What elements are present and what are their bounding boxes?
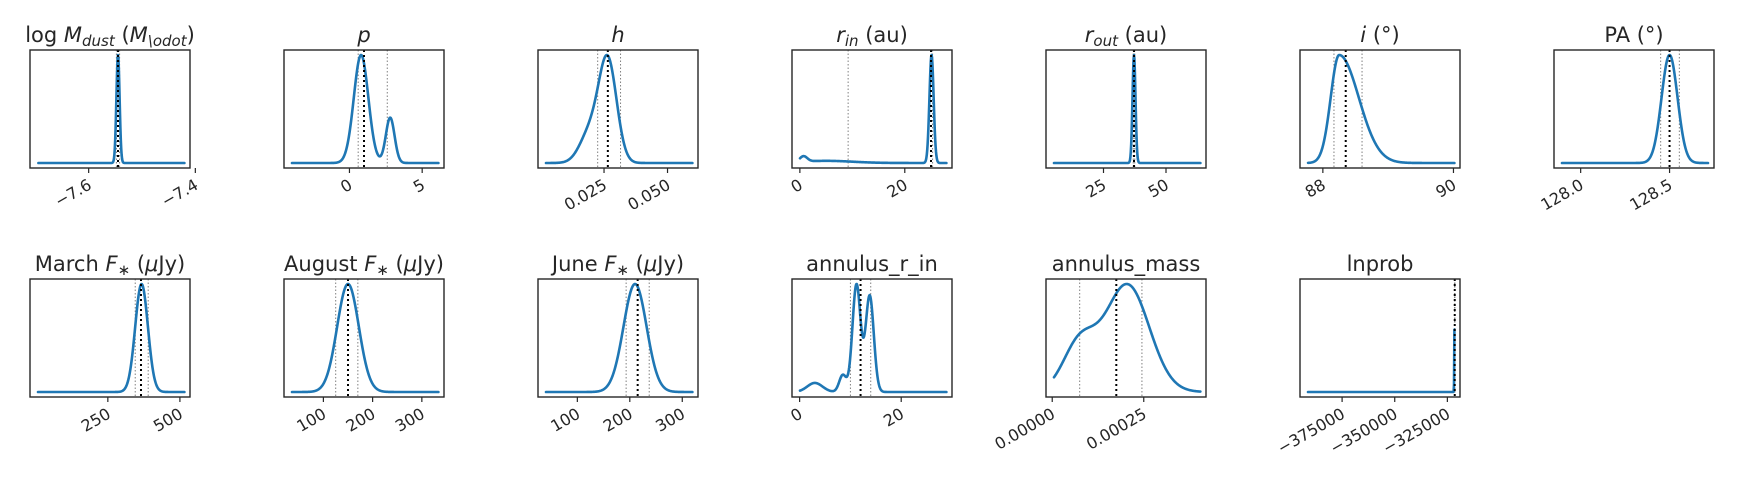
x-tick-label: 90 [1432,175,1459,202]
x-tick-label: 88 [1302,175,1329,202]
subplot-11: annulus_r_in 0 20 [787,252,953,431]
posterior-curve [1052,282,1202,393]
subplot-title: log Mdust (M\odot) [25,23,195,50]
subplot-3: h 0.025 0.050 [537,23,699,214]
posterior-curve [544,53,694,165]
subplot-title: i (°) [1360,23,1399,47]
posterior-curve [290,53,440,165]
axes-frame [537,49,699,169]
axes-frame [1045,49,1207,169]
x-tick-label: 128.5 [1626,175,1675,214]
x-tick-label: 250 [78,404,114,436]
subplot-9: August F∗ (μJy) 100 200 300 [283,252,445,436]
posterior-curve [544,282,694,394]
posterior-curve [290,282,440,394]
posterior-curve [36,282,186,394]
subplot-7: PA (°) 128.0 128.5 [1537,23,1715,214]
subplot-10: June F∗ (μJy) 100 200 300 [537,252,699,436]
x-tick-label: 100 [547,404,583,436]
axes-frame [1553,49,1715,169]
axes-frame [791,278,953,398]
axes-frame [283,278,445,398]
axes-frame [1299,278,1461,398]
x-tick-label: 20 [884,175,911,202]
subplot-title: June F∗ (μJy) [550,252,684,279]
subplot-8: March F∗ (μJy) 250 500 [29,252,191,436]
x-tick-label: 0.025 [561,175,610,214]
x-tick-label: 20 [880,404,907,431]
x-tick-label: 0 [787,404,805,426]
x-tick-label: 25 [1082,175,1109,202]
subplot-1: log Mdust (M\odot) −7.6 −7.4 [25,23,201,211]
posterior-curve [1306,53,1456,165]
axes-frame [29,278,191,398]
x-tick-label: 0 [788,175,806,197]
x-tick-label: 300 [392,404,428,436]
posterior-curve [1052,53,1202,165]
x-tick-label: 0.00000 [991,404,1058,454]
subplot-title: annulus_r_in [806,252,938,277]
posterior-curve [798,282,948,394]
posterior-curve [1306,328,1456,394]
x-tick-label: 50 [1145,175,1172,202]
x-tick-label: 128.0 [1537,175,1586,214]
axes-frame [537,278,699,398]
x-tick-label: 300 [652,404,688,436]
x-tick-label: 0.00025 [1083,404,1150,454]
axes-frame [283,49,445,169]
x-tick-label: 100 [293,404,329,436]
subplot-title: lnprob [1347,252,1414,276]
subplot-13: lnprob−375000−350000−325000 [1274,252,1461,458]
x-tick-label: −7.6 [52,175,95,211]
subplot-4: rin (au) 0 20 [788,23,953,202]
posterior-curve [798,53,948,165]
x-tick-label: 200 [343,404,379,436]
subplot-12: annulus_mass 0.00000 0.00025 [991,252,1207,454]
posterior-curve [37,53,186,165]
axes-frame [1299,49,1461,169]
subplot-title: March F∗ (μJy) [35,252,185,279]
subplot-2: p 0 5 [283,23,445,197]
axes-frame [29,49,191,169]
x-tick-label: 0.050 [624,175,673,214]
subplot-title: h [611,23,624,47]
posterior-curve [1560,53,1710,165]
axes-frame [1045,278,1207,398]
x-tick-label: 500 [150,404,186,436]
x-tick-label: −7.4 [158,175,201,211]
subplot-6: i (°) 88 90 [1299,23,1461,202]
subplot-title: August F∗ (μJy) [284,252,444,279]
x-tick-label: 0 [337,175,355,197]
subplot-title: p [356,23,370,47]
axes-frame [791,49,953,169]
x-tick-label: 200 [600,404,636,436]
x-tick-label: 5 [410,175,428,197]
subplot-title: PA (°) [1604,23,1663,47]
subplot-title: rin (au) [836,23,908,50]
subplot-title: annulus_mass [1052,252,1201,277]
subplot-title: rout (au) [1085,23,1167,50]
subplot-5: rout (au) 25 50 [1045,23,1207,202]
